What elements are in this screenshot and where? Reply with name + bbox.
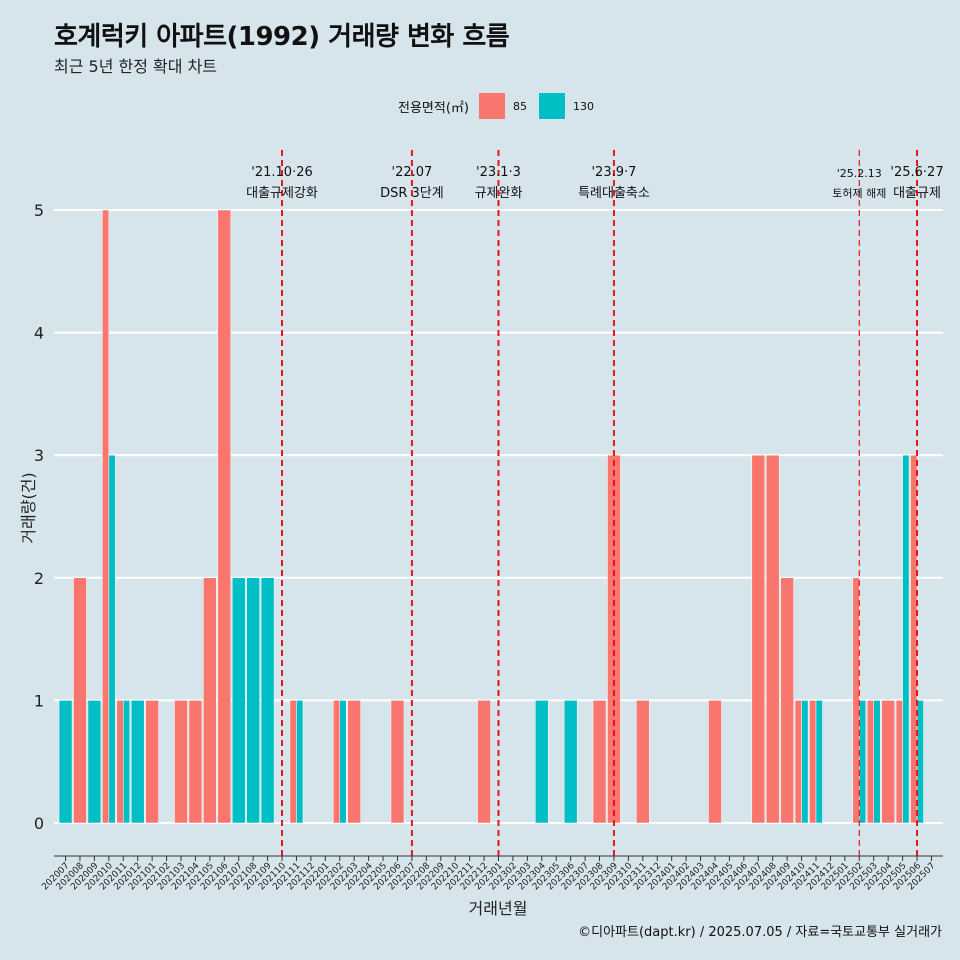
event-date-0: '21.10·26 — [251, 165, 312, 180]
event-date-1: '22.07 — [392, 165, 433, 180]
source-credit: ©디아파트(dapt.kr) / 2025.07.05 / 자료=국토교통부 실… — [578, 925, 942, 940]
event-date-3: '23.9·7 — [591, 165, 636, 180]
bar-85-202104 — [188, 700, 203, 824]
bar-130-202503 — [873, 700, 881, 824]
bar-130-202007 — [58, 700, 73, 824]
bar-85-202502 — [852, 577, 860, 824]
x-axis-label: 거래년월 — [469, 899, 528, 918]
legend-label-85: 85 — [512, 99, 527, 113]
legend-title: 전용면적(㎡) — [398, 100, 469, 116]
event-label-1: DSR 3단계 — [380, 186, 444, 201]
legend: 전용면적(㎡) 85 130 — [398, 93, 606, 119]
bar-85-202409 — [780, 577, 794, 824]
legend-swatch-130 — [538, 93, 565, 119]
bar-130-202009 — [87, 700, 102, 824]
bar-85-202111 — [289, 700, 297, 824]
bar-85-202505 — [895, 700, 903, 824]
bar-85-202408 — [765, 454, 780, 824]
bar-130-202505 — [902, 454, 910, 824]
bar-85-202008 — [73, 577, 87, 824]
bar-130-202111 — [296, 700, 304, 824]
legend-swatch-85 — [478, 93, 505, 119]
event-label-2: 규제완화 — [475, 186, 523, 201]
bar-130-202502 — [859, 700, 867, 824]
bar-85-202106 — [217, 209, 232, 824]
bar-85-202202 — [333, 700, 340, 824]
y-axis-label: 거래량(건) — [19, 472, 38, 543]
y-tick-label-0: 0 — [34, 814, 44, 833]
bar-130-202010 — [108, 454, 116, 824]
bar-130-202410 — [801, 700, 809, 824]
bar-130-202306 — [563, 700, 578, 824]
bar-130-202107 — [231, 577, 246, 824]
bar-130-202011 — [123, 700, 131, 824]
bar-130-202411 — [815, 700, 823, 824]
bar-85-202410 — [794, 700, 802, 824]
y-tick-label-1: 1 — [34, 691, 44, 710]
event-date-5: '25.6·27 — [890, 165, 943, 180]
bar-130-202304 — [535, 700, 549, 824]
y-tick-label-2: 2 — [34, 569, 44, 588]
bar-85-202311 — [636, 700, 650, 824]
event-label-3: 특례대출축소 — [578, 186, 650, 201]
bar-85-202506 — [910, 454, 918, 824]
event-label-5: 대출규제 — [893, 186, 941, 201]
event-date-4: '25.2.13 — [837, 167, 882, 180]
event-label-4: 토허제 해제 — [832, 186, 886, 200]
y-tick-label-5: 5 — [34, 201, 44, 220]
bar-85-202411 — [809, 700, 817, 824]
y-tick-label-3: 3 — [34, 446, 44, 465]
bar-85-202101 — [145, 700, 159, 824]
bar-130-202109 — [260, 577, 275, 824]
bar-85-202404 — [708, 700, 722, 824]
bar-85-202206 — [390, 700, 405, 824]
legend-label-130: 130 — [572, 99, 594, 113]
bar-85-202308 — [592, 700, 607, 824]
bar-130-202202 — [339, 700, 347, 824]
bar-85-202203 — [347, 700, 361, 824]
bar-130-202108 — [246, 577, 260, 824]
bar-85-202103 — [174, 700, 188, 824]
chart-subtitle: 최근 5년 한정 확대 차트 — [54, 57, 218, 76]
bar-85-202212 — [477, 700, 491, 824]
bar-85-202011 — [116, 700, 124, 824]
bar-85-202407 — [751, 454, 766, 824]
bar-85-202105 — [203, 577, 217, 824]
bar-85-202010 — [102, 209, 110, 824]
event-date-2: '23.1·3 — [476, 165, 521, 180]
event-label-0: 대출규제강화 — [246, 186, 318, 201]
bar-85-202504 — [881, 700, 895, 824]
bar-85-202503 — [866, 700, 874, 824]
chart-title: 호계럭키 아파트(1992) 거래량 변화 흐름 — [54, 22, 510, 52]
bar-130-202012 — [130, 700, 145, 824]
y-tick-label-4: 4 — [34, 324, 44, 343]
